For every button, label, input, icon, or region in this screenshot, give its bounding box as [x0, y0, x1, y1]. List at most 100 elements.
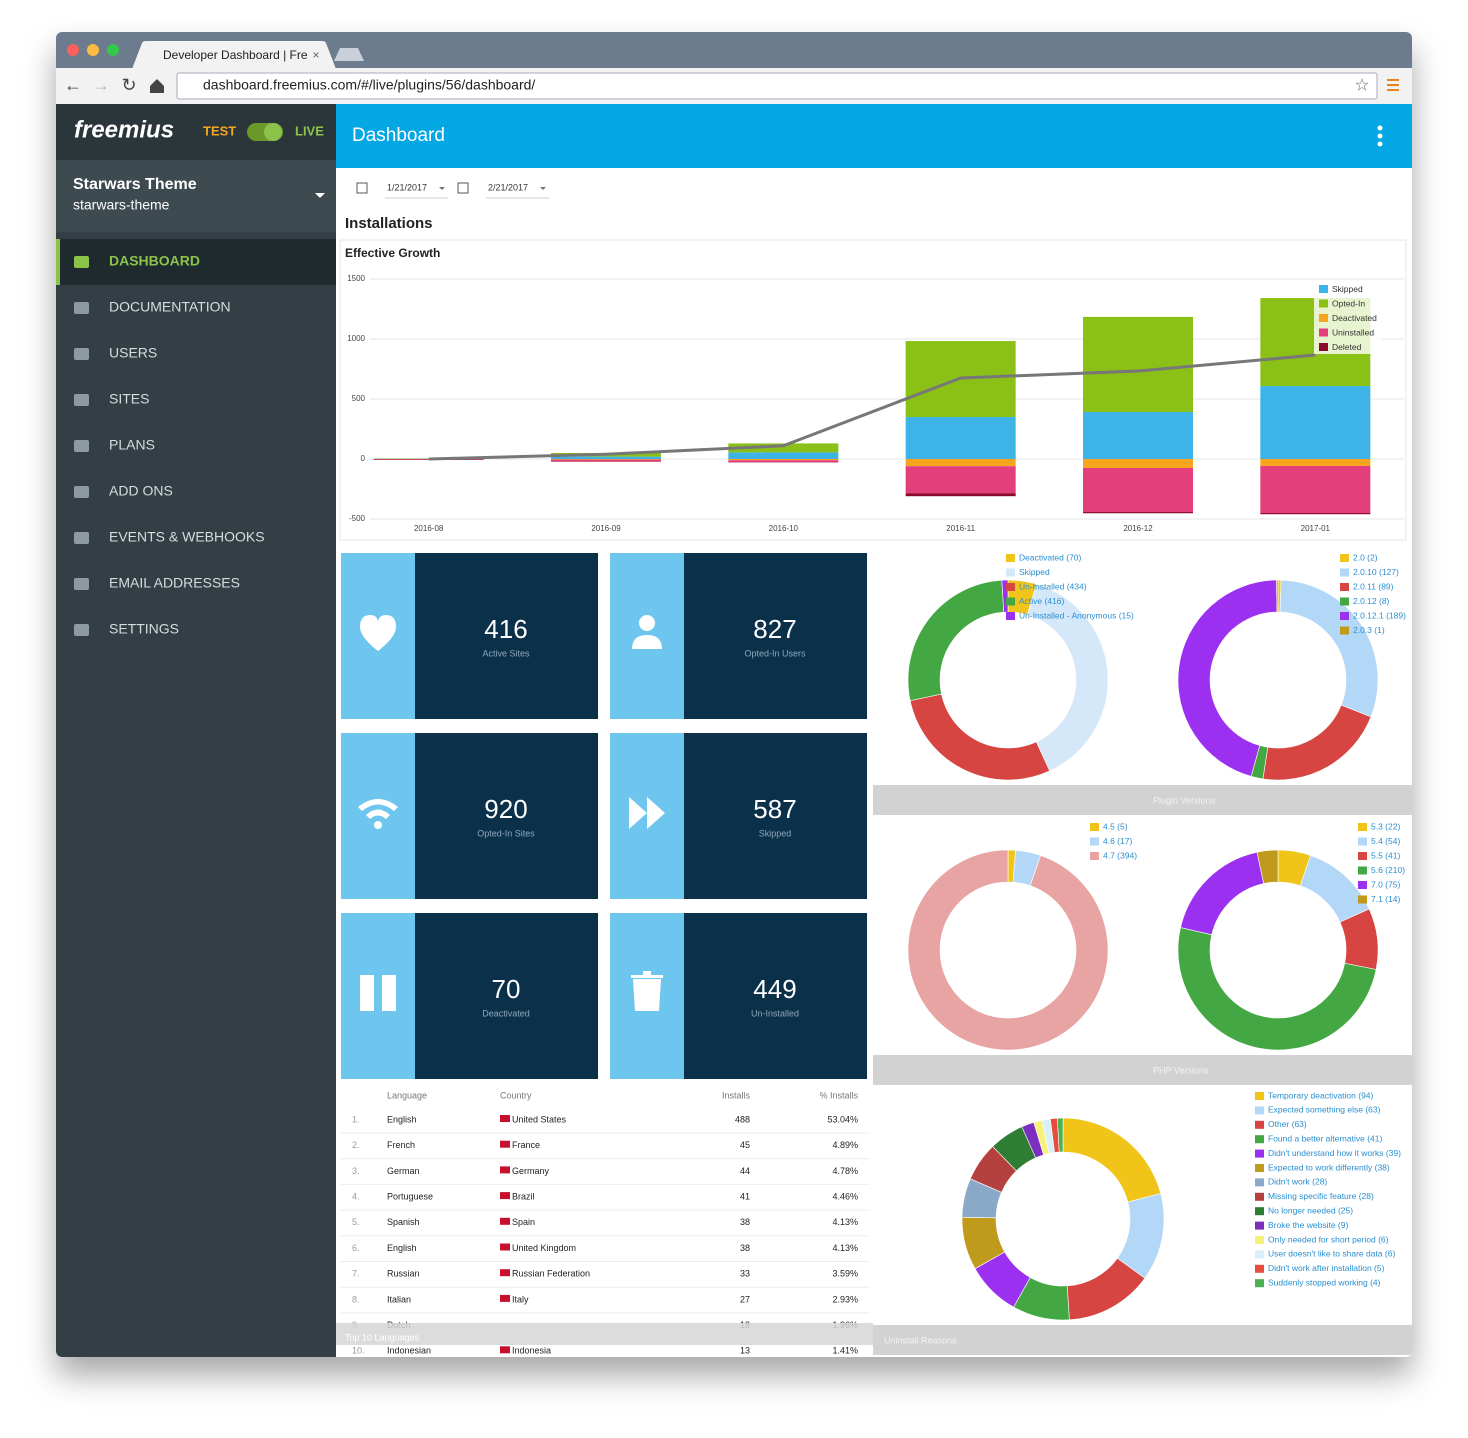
stat-value: 587 — [753, 794, 796, 824]
x-tick-label: 2016-09 — [591, 524, 621, 533]
panel-title: Plugin Versions — [1153, 795, 1216, 805]
stat-value: 920 — [484, 794, 527, 824]
panel-footer — [873, 785, 1412, 815]
legend-swatch — [1090, 852, 1099, 860]
menu-icon — [74, 578, 89, 590]
table-cell: Spanish — [387, 1217, 420, 1227]
legend-swatch — [1006, 612, 1015, 620]
legend-swatch — [1255, 1150, 1264, 1158]
back-button[interactable]: ← — [64, 75, 82, 95]
table-cell: Italian — [387, 1294, 411, 1304]
x-tick-label: 2016-12 — [1123, 524, 1153, 533]
table-cell: 4.78% — [832, 1166, 858, 1176]
menu-item[interactable]: ADD ONS — [109, 483, 173, 499]
legend-swatch — [1319, 300, 1328, 308]
table-cell: 5. — [352, 1217, 360, 1227]
legend-swatch — [1358, 896, 1367, 904]
menu-item[interactable]: DASHBOARD — [109, 253, 200, 269]
legend-swatch — [1340, 598, 1349, 606]
table-cell: Germany — [512, 1166, 550, 1176]
stat-value: 827 — [753, 614, 796, 644]
forward-button[interactable]: → — [92, 75, 110, 95]
date-from[interactable]: 1/21/2017 — [387, 182, 427, 192]
menu-item[interactable]: SETTINGS — [109, 621, 179, 637]
y-tick-label: 500 — [352, 394, 366, 403]
menu-item[interactable]: DOCUMENTATION — [109, 299, 231, 315]
bar-segment — [1083, 317, 1193, 412]
close-button[interactable] — [67, 44, 79, 56]
header-title: Dashboard — [352, 125, 445, 146]
bar-segment — [551, 457, 661, 459]
legend-label: 4.7 (394) — [1103, 850, 1137, 860]
logo[interactable]: freemius — [74, 116, 174, 143]
legend-label: Uninstalled — [1332, 327, 1374, 337]
legend-label: Didn't understand how it works (39) — [1268, 1148, 1401, 1158]
table-cell: France — [512, 1140, 540, 1150]
legend-swatch — [1255, 1222, 1264, 1230]
kebab-dot — [1378, 142, 1383, 147]
menu-item[interactable]: PLANS — [109, 437, 155, 453]
bar-segment — [728, 452, 838, 459]
bar-segment — [906, 459, 1016, 466]
legend-swatch — [1255, 1092, 1264, 1100]
minimize-button[interactable] — [87, 44, 99, 56]
plugin-slug: starwars-theme — [73, 197, 170, 213]
table-cell: Portuguese — [387, 1191, 433, 1201]
flag-icon — [500, 1269, 510, 1276]
table-cell: 4.46% — [832, 1191, 858, 1201]
date-to[interactable]: 2/21/2017 — [488, 182, 528, 192]
menu-item[interactable]: USERS — [109, 345, 157, 361]
mode-test[interactable]: TEST — [203, 123, 236, 138]
bar-segment — [1260, 466, 1370, 513]
flag-icon — [500, 1244, 510, 1251]
legend-swatch — [1358, 881, 1367, 889]
legend-label: 5.5 (41) — [1371, 850, 1400, 860]
table-cell: Spain — [512, 1217, 535, 1227]
legend-swatch — [1255, 1106, 1264, 1114]
table-cell: English — [387, 1114, 417, 1124]
bookmark-star[interactable]: ☆ — [1354, 75, 1369, 94]
table-cell: 488 — [735, 1114, 750, 1124]
menu-icon[interactable] — [1387, 79, 1399, 81]
column-header: % Installs — [819, 1090, 858, 1100]
table-cell: French — [387, 1140, 415, 1150]
menu-item[interactable]: EMAIL ADDRESSES — [109, 575, 240, 591]
legend-label: Suddenly stopped working (4) — [1268, 1277, 1381, 1287]
legend-label: 2.0.11 (89) — [1353, 581, 1394, 591]
stat-label: Skipped — [759, 828, 792, 838]
menu-item[interactable]: EVENTS & WEBHOOKS — [109, 529, 265, 545]
legend-label: 2.0.10 (127) — [1353, 567, 1399, 577]
reload-button[interactable]: ↻ — [121, 75, 136, 95]
legend-label: Found a better alternative (41) — [1268, 1133, 1383, 1143]
table-cell: 8. — [352, 1294, 360, 1304]
legend-swatch — [1340, 583, 1349, 591]
legend-label: Un-Installed (434) — [1019, 581, 1087, 591]
table-cell: 27 — [740, 1294, 750, 1304]
x-tick-label: 2016-10 — [769, 524, 799, 533]
legend-label: 2.0.3 (1) — [1353, 625, 1385, 635]
menu-icon — [74, 394, 89, 406]
table-cell: 44 — [740, 1166, 750, 1176]
tab-close[interactable]: × — [312, 48, 319, 62]
menu-icon — [74, 256, 89, 268]
toggle-knob — [264, 123, 282, 141]
column-header: Installs — [722, 1090, 751, 1100]
y-tick-label: 0 — [361, 454, 366, 463]
legend-swatch — [1340, 612, 1349, 620]
table-cell: 1. — [352, 1114, 360, 1124]
mode-live[interactable]: LIVE — [295, 123, 324, 138]
legend-swatch — [1090, 823, 1099, 831]
menu-item[interactable]: SITES — [109, 391, 149, 407]
y-tick-label: 1000 — [347, 334, 365, 343]
zoom-button[interactable] — [107, 44, 119, 56]
kebab-menu[interactable] — [1378, 126, 1383, 131]
menu-icon — [1387, 84, 1399, 86]
plugin-name: Starwars Theme — [73, 176, 197, 193]
legend-swatch — [1255, 1207, 1264, 1215]
header — [336, 104, 1412, 168]
bar-segment — [1083, 468, 1193, 512]
panel-title: Uninstall Reasons — [884, 1335, 957, 1345]
legend-label: Opted-In — [1332, 298, 1365, 308]
